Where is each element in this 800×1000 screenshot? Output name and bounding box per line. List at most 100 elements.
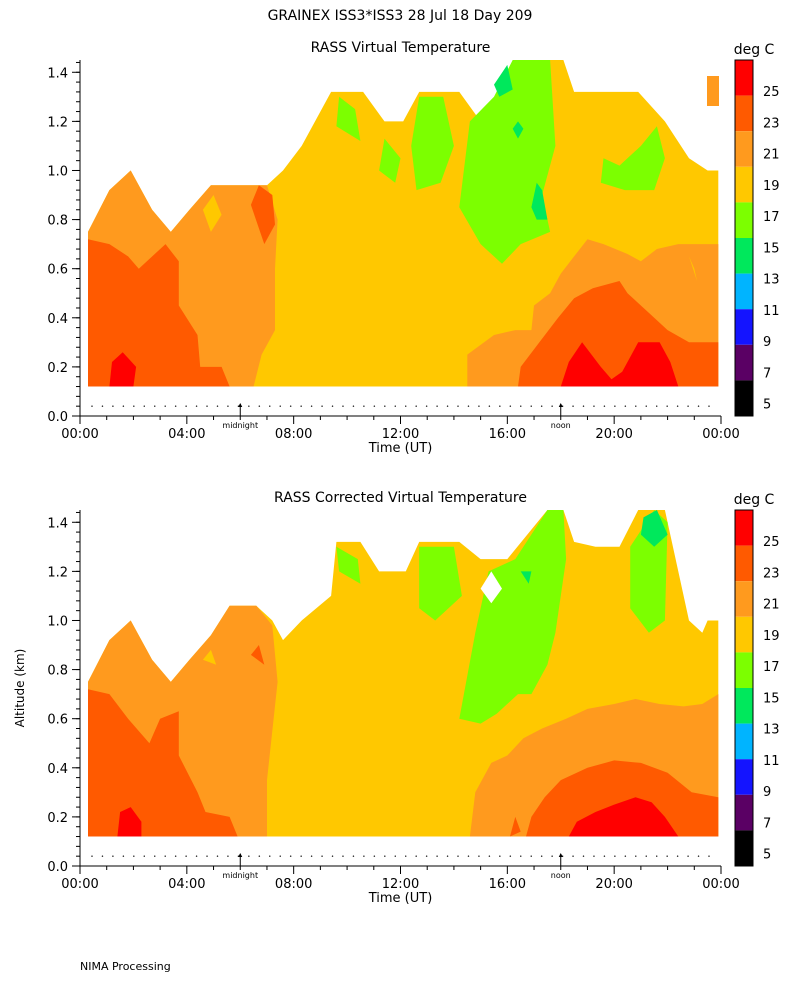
gate-dot bbox=[352, 855, 355, 857]
gate-dot bbox=[279, 405, 281, 407]
y-tick-label: 0.4 bbox=[47, 312, 68, 327]
gate-dot bbox=[582, 855, 585, 857]
gate-dot bbox=[572, 405, 574, 407]
contour-region bbox=[494, 64, 513, 97]
gate-dot bbox=[143, 855, 145, 857]
gate-dot bbox=[425, 855, 428, 857]
gate-dot bbox=[436, 855, 438, 857]
gate-dot bbox=[635, 855, 637, 857]
colorbar-label: 23 bbox=[763, 116, 780, 131]
gate-dot bbox=[676, 855, 679, 857]
colorbar-title: deg C bbox=[734, 42, 775, 58]
colorbar-label: 23 bbox=[763, 566, 780, 581]
colorbar-label: 9 bbox=[763, 335, 771, 350]
contour-region bbox=[411, 96, 454, 191]
contour-region bbox=[600, 126, 665, 191]
gate-dot bbox=[227, 855, 229, 857]
gate-dot bbox=[195, 855, 198, 857]
gate-dot bbox=[656, 405, 658, 407]
gate-dot bbox=[258, 405, 261, 407]
gate-dot bbox=[478, 405, 480, 407]
gate-dot bbox=[446, 855, 449, 857]
x-tick-label: 00:00 bbox=[702, 877, 739, 892]
gate-dot bbox=[373, 405, 376, 407]
gate-dot bbox=[373, 855, 376, 857]
gate-dot bbox=[624, 855, 627, 857]
colorbar-swatch bbox=[735, 202, 753, 238]
marker-arrow bbox=[558, 853, 563, 857]
contour-region bbox=[250, 185, 275, 245]
contour-region bbox=[459, 60, 556, 264]
gate-dot bbox=[488, 405, 491, 407]
gate-dot bbox=[645, 855, 647, 857]
colorbar-swatch bbox=[735, 380, 753, 416]
colorbar-swatch bbox=[735, 344, 753, 381]
gate-dot bbox=[436, 405, 438, 407]
x-tick-label: 12:00 bbox=[382, 877, 419, 892]
colorbar-label: 13 bbox=[763, 273, 780, 288]
y-tick-label: 0.0 bbox=[47, 860, 68, 875]
y-axis-title: Altitude (km) bbox=[13, 649, 27, 728]
y-tick-label: 0.8 bbox=[47, 664, 68, 679]
gate-dot bbox=[133, 405, 135, 407]
gate-dot bbox=[603, 405, 606, 407]
y-tick-label: 0.2 bbox=[47, 811, 68, 826]
contour-region bbox=[88, 689, 238, 837]
gate-dot bbox=[645, 405, 647, 407]
colorbar-swatch bbox=[735, 723, 753, 760]
x-axis-title: Time (UT) bbox=[368, 891, 433, 906]
gate-dot bbox=[279, 855, 281, 857]
gate-dot bbox=[530, 405, 532, 407]
panel-title: RASS Corrected Virtual Temperature bbox=[274, 490, 527, 506]
contour-region bbox=[379, 138, 401, 183]
gate-dot bbox=[164, 855, 166, 857]
gate-dot bbox=[248, 855, 250, 857]
marker-arrow bbox=[238, 853, 243, 857]
gate-dot bbox=[582, 405, 585, 407]
gate-dot bbox=[300, 855, 302, 857]
colorbar-label: 19 bbox=[763, 629, 780, 644]
contour-region bbox=[202, 649, 217, 665]
colorbar-label: 7 bbox=[763, 816, 771, 831]
x-tick-label: 08:00 bbox=[275, 427, 312, 442]
gate-dot bbox=[614, 855, 616, 857]
gate-dot bbox=[551, 405, 553, 407]
gate-dot bbox=[666, 855, 668, 857]
contour-region bbox=[250, 645, 265, 665]
y-tick-label: 1.2 bbox=[47, 115, 68, 130]
colorbar-label: 7 bbox=[763, 366, 771, 381]
gate-dot bbox=[91, 405, 93, 407]
y-tick-label: 1.0 bbox=[47, 614, 68, 629]
gate-dot bbox=[394, 855, 396, 857]
colorbar-swatch bbox=[735, 273, 753, 310]
page-title: GRAINEX ISS3*ISS3 28 Jul 18 Day 209 bbox=[268, 8, 533, 24]
colorbar-label: 19 bbox=[763, 179, 780, 194]
gate-dot bbox=[321, 405, 323, 407]
contour-region bbox=[202, 195, 222, 232]
y-tick-label: 1.2 bbox=[47, 565, 68, 580]
contour-region bbox=[689, 256, 697, 281]
gate-dot bbox=[415, 855, 417, 857]
contour-region bbox=[531, 182, 548, 220]
x-tick-label: 20:00 bbox=[595, 427, 632, 442]
colorbar-swatch bbox=[735, 238, 753, 274]
colorbar-label: 5 bbox=[763, 848, 771, 863]
gate-dot bbox=[174, 855, 177, 857]
gate-dot bbox=[488, 855, 491, 857]
gate-dot bbox=[467, 405, 470, 407]
marker-label: midnight bbox=[222, 871, 258, 880]
contour-region bbox=[459, 510, 567, 724]
x-tick-label: 00:00 bbox=[61, 877, 98, 892]
gate-dot bbox=[174, 405, 177, 407]
gate-dot bbox=[154, 405, 156, 407]
gate-dot bbox=[310, 405, 313, 407]
y-tick-label: 0.0 bbox=[47, 410, 68, 425]
contour-region bbox=[526, 760, 719, 837]
colorbar-swatch bbox=[735, 616, 753, 653]
gate-dot bbox=[415, 405, 417, 407]
gate-dot bbox=[697, 405, 700, 407]
x-tick-label: 16:00 bbox=[489, 877, 526, 892]
gate-dot bbox=[289, 405, 292, 407]
gate-dot bbox=[248, 405, 250, 407]
gate-dot bbox=[122, 855, 125, 857]
